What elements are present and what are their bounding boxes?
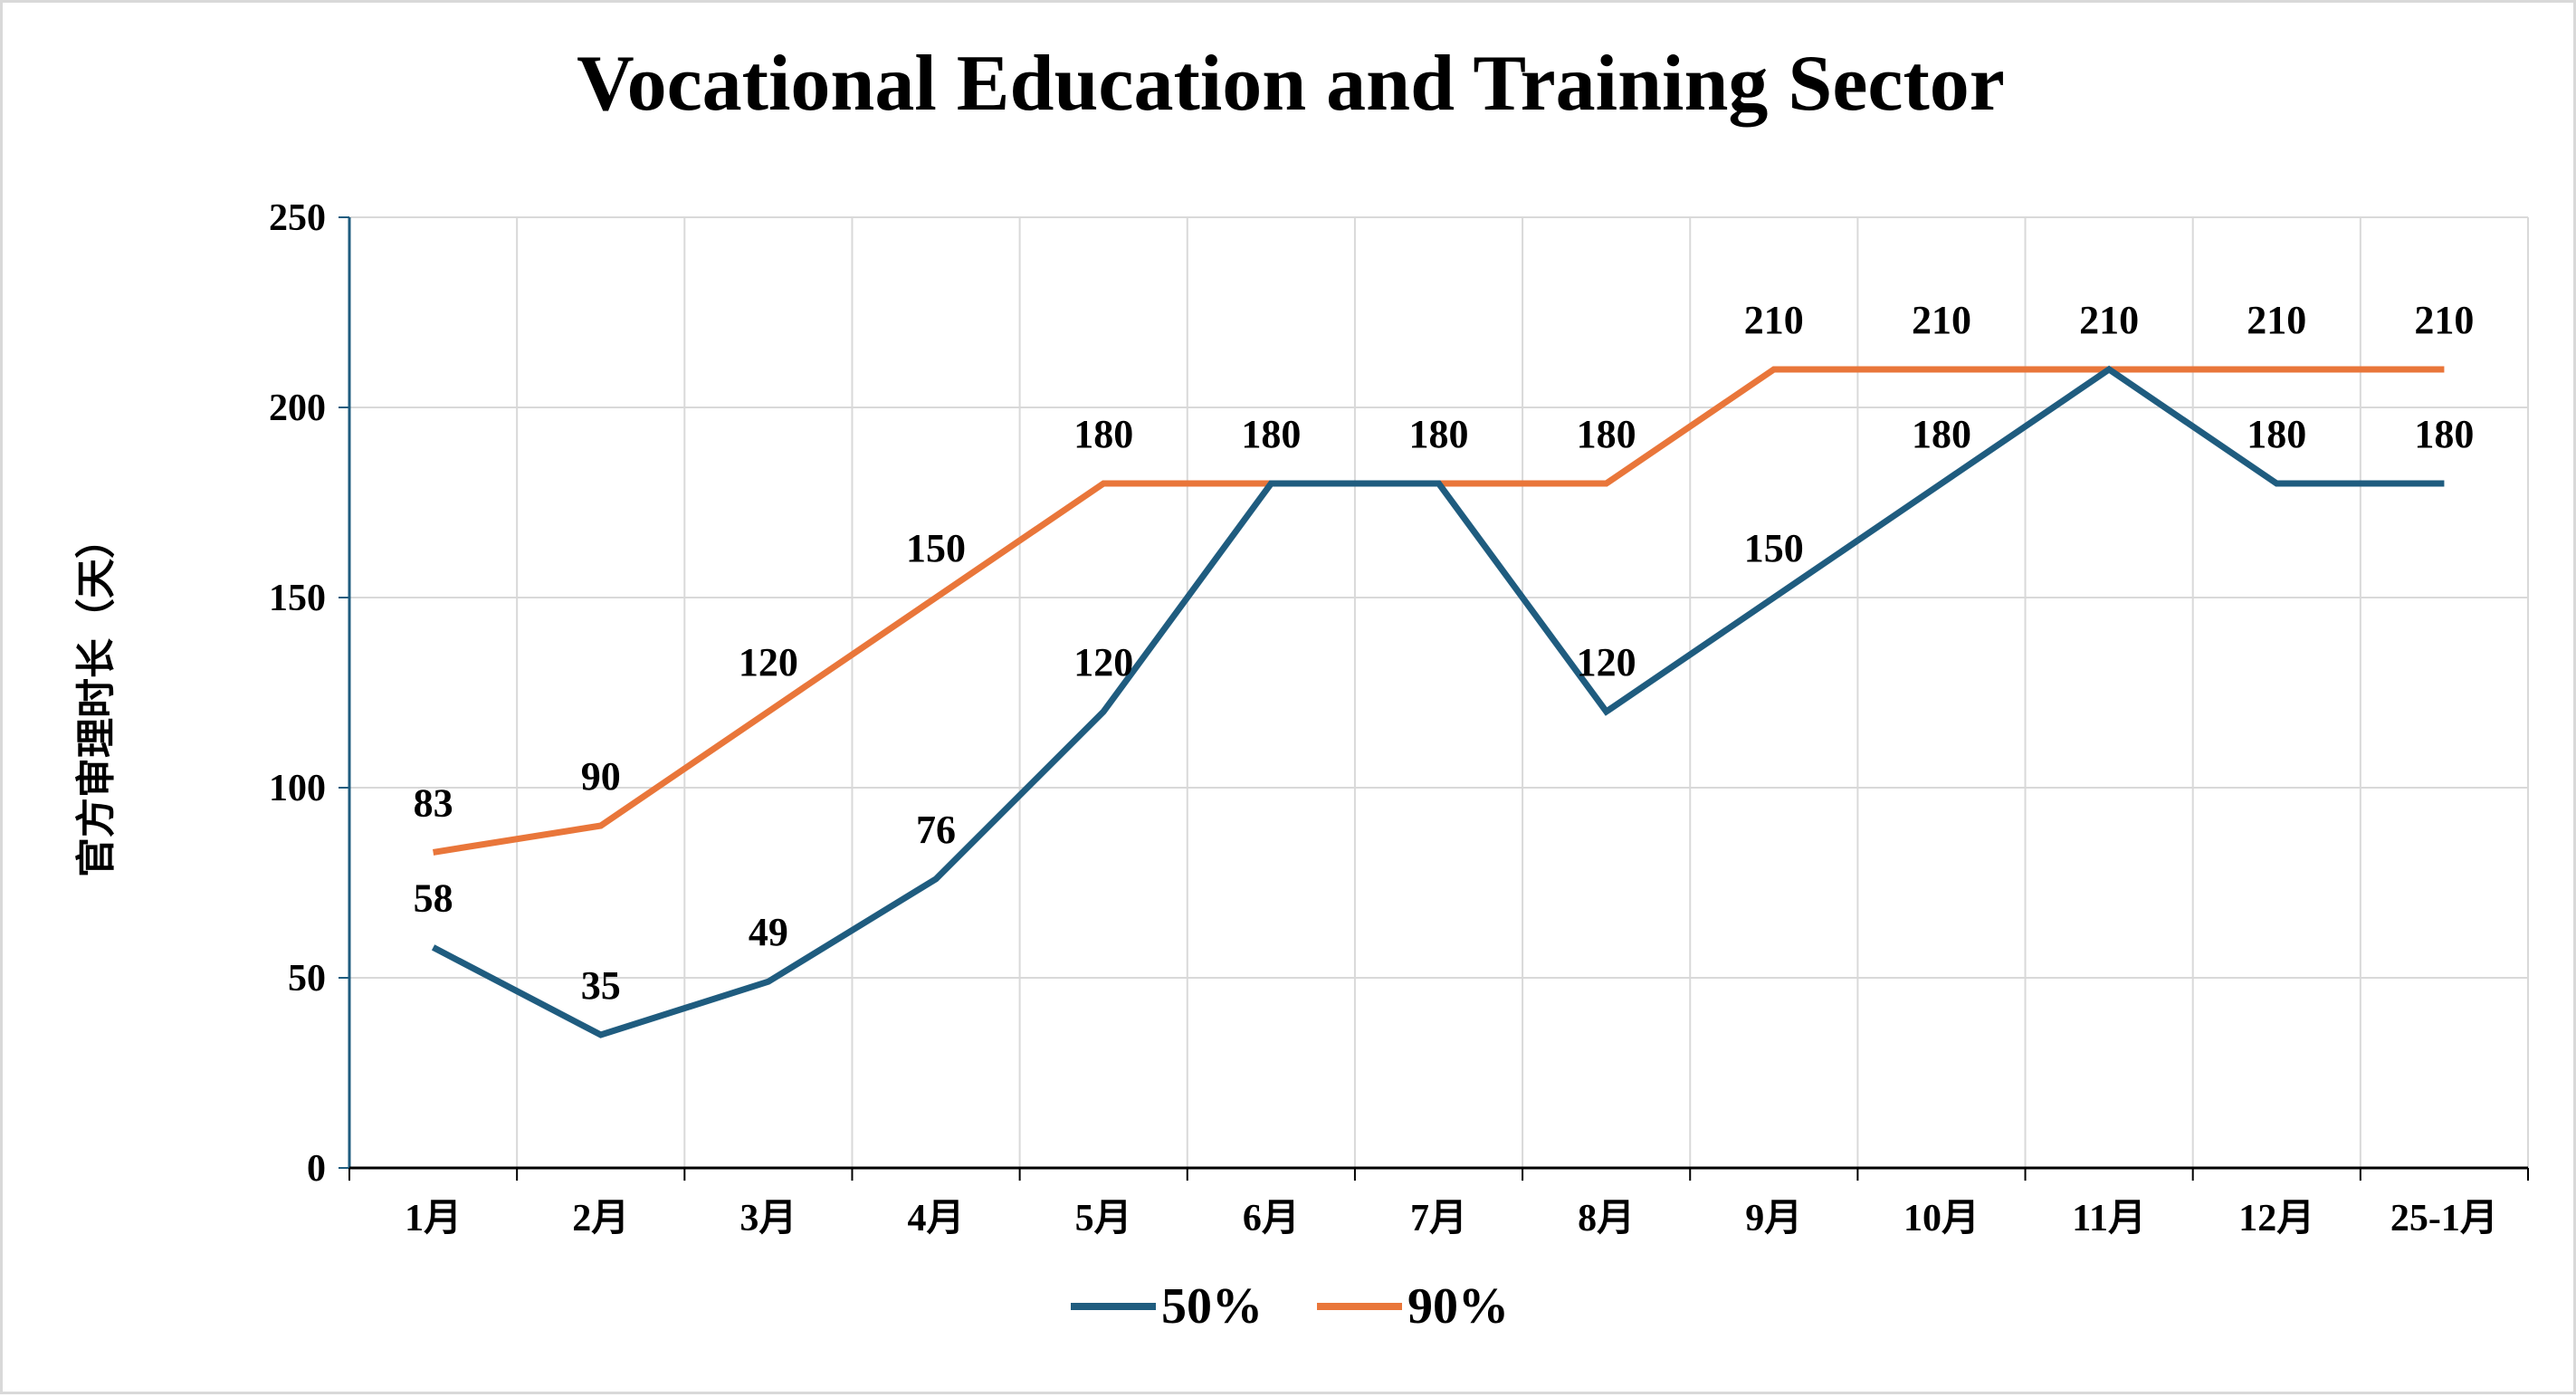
x-tick-label: 4月 <box>908 1198 965 1239</box>
data-label: 180 <box>1409 412 1469 456</box>
x-tick-label: 6月 <box>1243 1198 1300 1239</box>
line-chart: Vocational Education and Training Sector… <box>73 40 2529 1335</box>
x-tick-label: 25-1月 <box>2390 1198 2498 1239</box>
y-tick-label: 250 <box>269 197 326 239</box>
data-label: 180 <box>1912 412 1971 456</box>
x-tick-label: 1月 <box>405 1198 462 1239</box>
y-tick-label: 50 <box>288 958 326 1000</box>
legend-label: 50% <box>1161 1278 1263 1335</box>
data-label: 210 <box>2247 298 2306 342</box>
data-label: 180 <box>1241 412 1301 456</box>
y-tick-label: 0 <box>307 1148 326 1190</box>
x-tick-label: 7月 <box>1410 1198 1467 1239</box>
grid-lines <box>349 216 2529 1168</box>
axes: 0 50 100 150 200 250 1月 2月 3月 4月 5月 6月 7月 8月 9月 10月 11月 1… <box>269 197 2529 1239</box>
data-label: 58 <box>414 876 453 920</box>
data-label: 210 <box>2414 298 2474 342</box>
legend-label: 90% <box>1407 1278 1509 1335</box>
data-label: 210 <box>1744 298 1804 342</box>
data-labels: 58 35 49 76 120 120 150 180 180 180 83 90 120 150 180 1… <box>414 298 2475 1008</box>
data-label: 83 <box>414 780 453 825</box>
y-tick-label: 100 <box>269 768 326 809</box>
data-label: 35 <box>581 963 621 1008</box>
x-tick-label: 8月 <box>1578 1198 1635 1239</box>
data-label: 120 <box>739 640 798 684</box>
series-lines <box>431 365 2445 1038</box>
y-axis-label: 官方审理时长（天） <box>73 519 119 877</box>
chart-title: Vocational Education and Training Sector <box>577 40 2005 128</box>
data-label: 180 <box>2247 412 2306 456</box>
x-tick-label: 2月 <box>572 1198 629 1239</box>
x-tick-label: 9月 <box>1745 1198 1802 1239</box>
x-tick-label: 5月 <box>1075 1198 1132 1239</box>
data-label: 210 <box>1912 298 1971 342</box>
data-label: 120 <box>1577 640 1636 684</box>
data-label: 180 <box>2414 412 2474 456</box>
y-tick-label: 150 <box>269 578 326 619</box>
data-label: 76 <box>916 808 956 852</box>
data-label: 180 <box>1073 412 1133 456</box>
data-label: 90 <box>581 754 621 799</box>
series-line-50pct <box>431 365 2445 1038</box>
x-tick-label: 11月 <box>2072 1198 2146 1239</box>
data-label: 180 <box>1577 412 1636 456</box>
x-tick-label: 12月 <box>2238 1198 2314 1239</box>
x-tick-label: 10月 <box>1903 1198 1980 1239</box>
x-tick-label: 3月 <box>739 1198 797 1239</box>
data-label: 150 <box>906 526 966 570</box>
y-tick-label: 200 <box>269 388 326 429</box>
data-label: 120 <box>1073 640 1133 684</box>
legend: 50% 90% <box>1071 1278 1509 1335</box>
data-label: 210 <box>2079 298 2139 342</box>
data-label: 150 <box>1744 526 1804 570</box>
data-label: 49 <box>749 910 788 954</box>
